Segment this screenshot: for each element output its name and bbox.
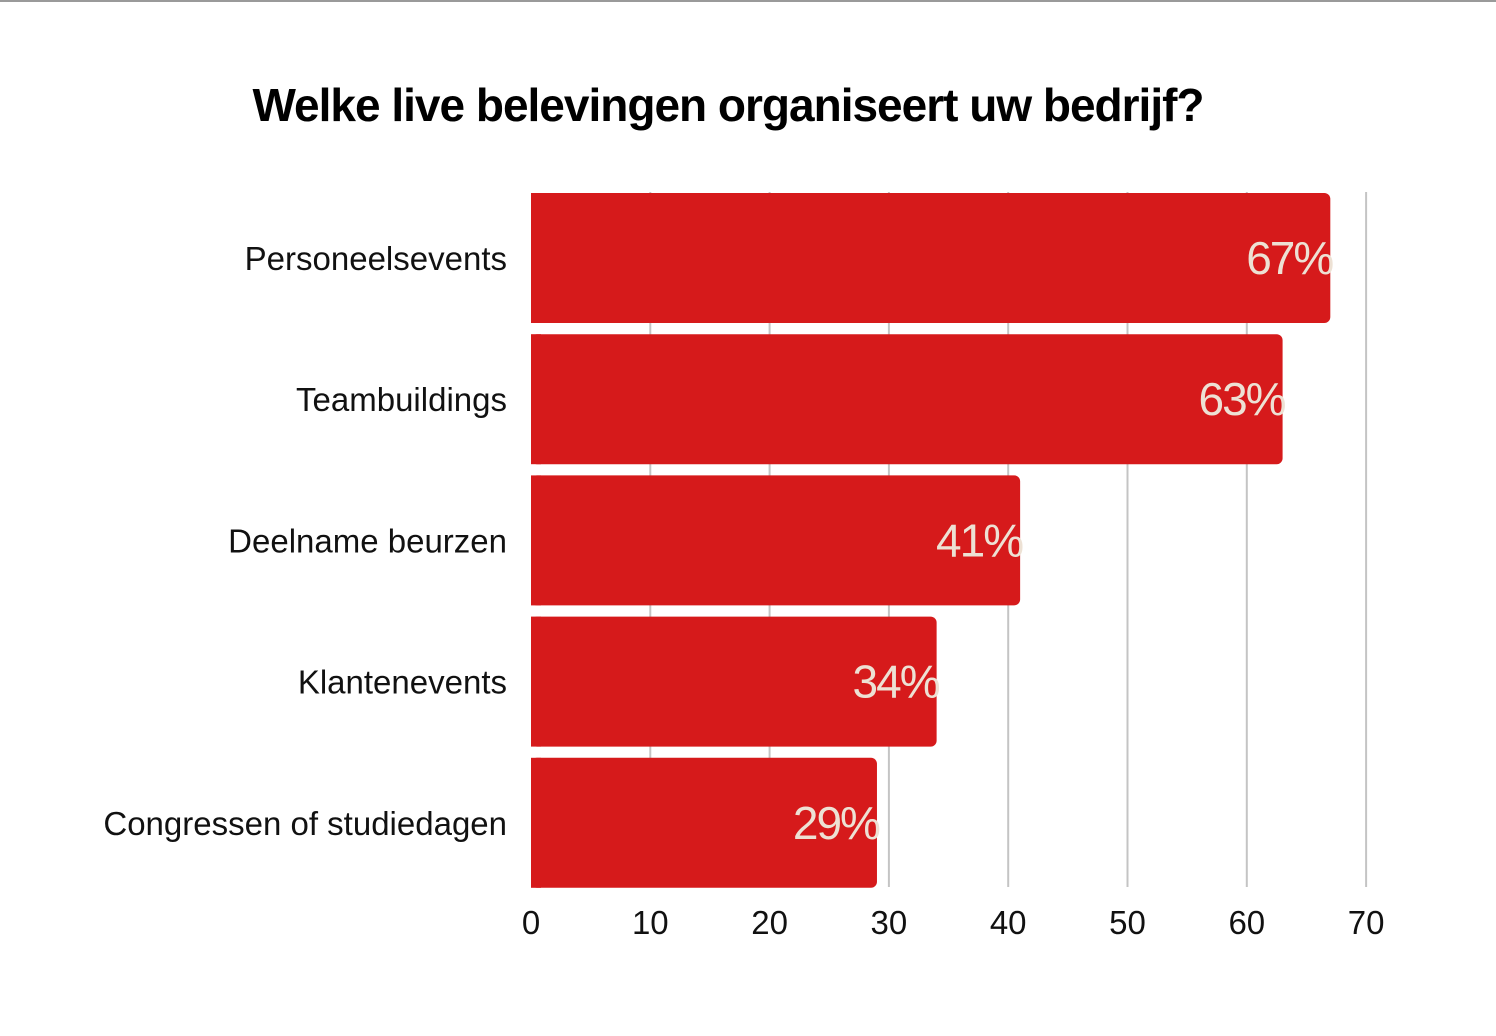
bar-1-edge [531,193,541,323]
x-tick-label-40: 40 [990,904,1027,941]
data-label-1: 67% [1246,232,1333,284]
category-label-2: Teambuildings [296,381,507,418]
x-tick-label-0: 0 [522,904,540,941]
bar-1 [531,193,1331,323]
x-tick-label-60: 60 [1228,904,1265,941]
category-label-4: Klantenevents [298,664,507,701]
bar-2 [531,334,1283,465]
bar-2-edge [531,334,541,465]
x-axis-ticks: 0 10 20 30 40 50 60 70 [522,904,1385,941]
x-tick-label-10: 10 [632,904,669,941]
bars: 67% 63% 41% 34% 29% [531,193,1335,888]
x-tick-label-70: 70 [1348,904,1385,941]
bar-3-edge [531,475,541,606]
data-label-3: 41% [936,514,1023,566]
bar-5-edge [531,757,541,888]
bar-4 [531,616,937,747]
chart-title: Welke live belevingen organiseert uw bed… [252,79,1204,131]
data-label-2: 63% [1199,373,1286,425]
x-tick-label-20: 20 [751,904,788,941]
x-tick-label-30: 30 [871,904,908,941]
x-tick-label-50: 50 [1109,904,1146,941]
category-label-3: Deelname beurzen [228,522,507,559]
bar-4-edge [531,616,541,747]
bar-3 [531,475,1021,606]
category-label-5: Congressen of studiedagen [103,805,507,842]
top-divider [0,0,1496,2]
data-label-4: 34% [853,656,940,708]
bar-5 [531,757,877,888]
data-label-5: 29% [793,797,880,849]
category-label-1: Personeelsevents [245,240,507,277]
category-labels: Personeelsevents Teambuildings Deelname be… [103,240,507,842]
